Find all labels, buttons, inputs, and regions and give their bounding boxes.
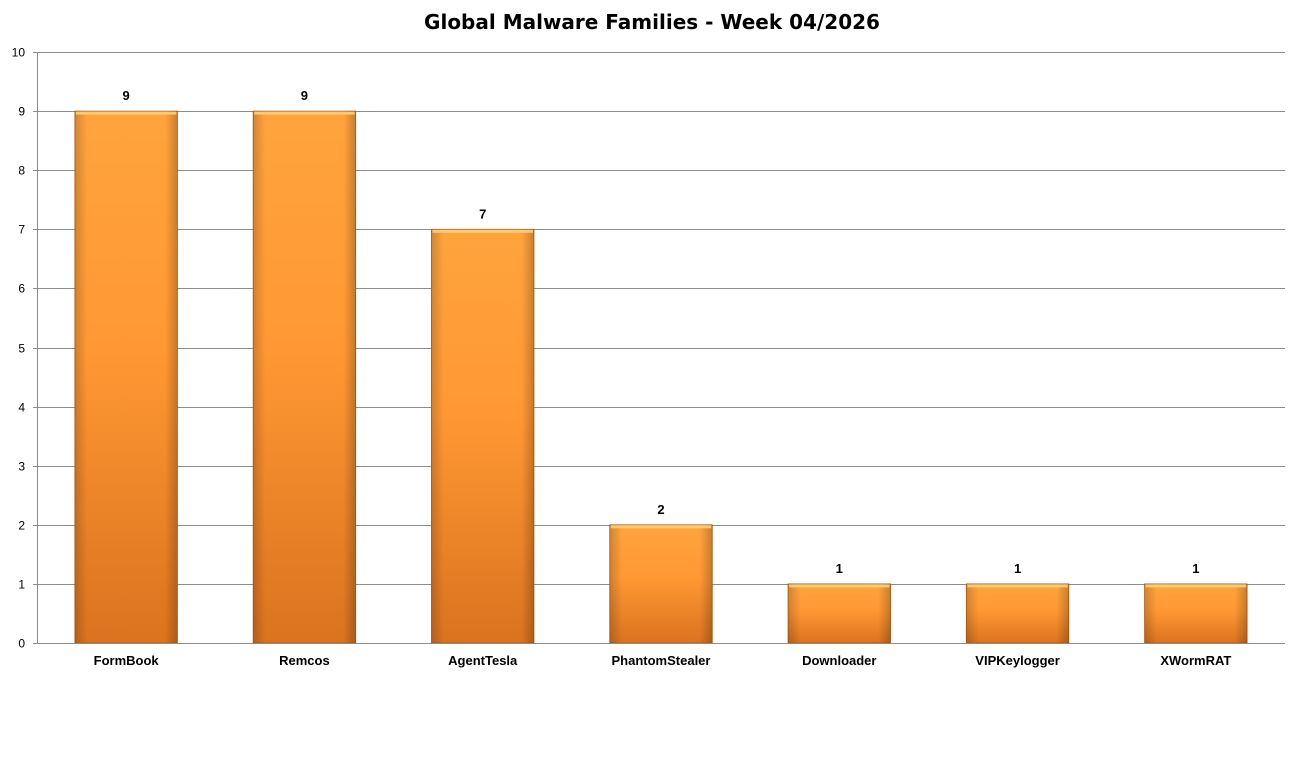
y-tick-label-8: 8 (18, 164, 25, 178)
y-tick-label-3: 3 (18, 460, 25, 474)
data-label-remcos: 9 (301, 88, 308, 103)
bar-shade-formbook (74, 111, 178, 644)
bar-cap-vipkeylogger (967, 584, 1068, 588)
bars (74, 110, 1248, 644)
bar-cap-remcos (254, 111, 355, 115)
y-tick-label-7: 7 (18, 223, 25, 237)
x-tick-label-remcos: Remcos (279, 653, 330, 668)
y-tick-label-0: 0 (18, 637, 25, 651)
bar-cap-xwormrat (1145, 584, 1247, 588)
bar-agenttesla (431, 228, 535, 644)
bar-cap-downloader (789, 584, 890, 588)
bar-cap-phantomstealer (610, 525, 712, 529)
x-tick-label-phantomstealer: PhantomStealer (612, 653, 711, 668)
y-tick-label-9: 9 (18, 105, 25, 119)
x-tick-label-downloader: Downloader (802, 653, 876, 668)
data-label-formbook: 9 (123, 88, 130, 103)
bar-shade-xwormrat (1144, 583, 1248, 643)
y-tick-label-5: 5 (18, 342, 25, 356)
axes (33, 52, 1285, 644)
chart-title: Global Malware Families - Week 04/2026 (424, 10, 880, 34)
x-tick-label-vipkeylogger: VIPKeylogger (975, 653, 1060, 668)
bar-phantomstealer (609, 524, 713, 644)
bar-cap-agenttesla (432, 229, 533, 233)
y-tick-label-1: 1 (18, 578, 25, 592)
y-tick-label-2: 2 (18, 519, 25, 533)
data-label-agenttesla: 7 (479, 206, 486, 221)
y-tick-label-6: 6 (18, 282, 25, 296)
x-tick-label-formbook: FormBook (94, 653, 160, 668)
bar-shade-agenttesla (431, 229, 534, 644)
x-tick-label-xwormrat: XWormRAT (1160, 653, 1231, 668)
data-label-vipkeylogger: 1 (1014, 561, 1021, 576)
bar-remcos (252, 110, 357, 644)
data-label-phantomstealer: 2 (657, 502, 664, 517)
y-tick-label-4: 4 (18, 401, 25, 415)
data-label-xwormrat: 1 (1192, 561, 1199, 576)
bar-downloader (787, 583, 891, 644)
bar-shade-phantomstealer (609, 524, 713, 643)
x-tick-label-agenttesla: AgentTesla (448, 653, 518, 668)
data-label-downloader: 1 (836, 561, 843, 576)
bar-shade-vipkeylogger (966, 583, 1069, 643)
bar-shade-downloader (788, 583, 891, 643)
bar-formbook (74, 110, 178, 644)
bar-cap-formbook (75, 111, 177, 115)
bar-xwormrat (1144, 583, 1248, 644)
bar-shade-remcos (253, 111, 356, 644)
y-tick-label-10: 10 (12, 46, 26, 60)
labels: 0 1 2 3 4 5 6 7 8 9 10 9 FormBook 9 Remcos 7 AgentTesla 2… (12, 46, 1232, 669)
bar-vipkeylogger (965, 583, 1070, 644)
